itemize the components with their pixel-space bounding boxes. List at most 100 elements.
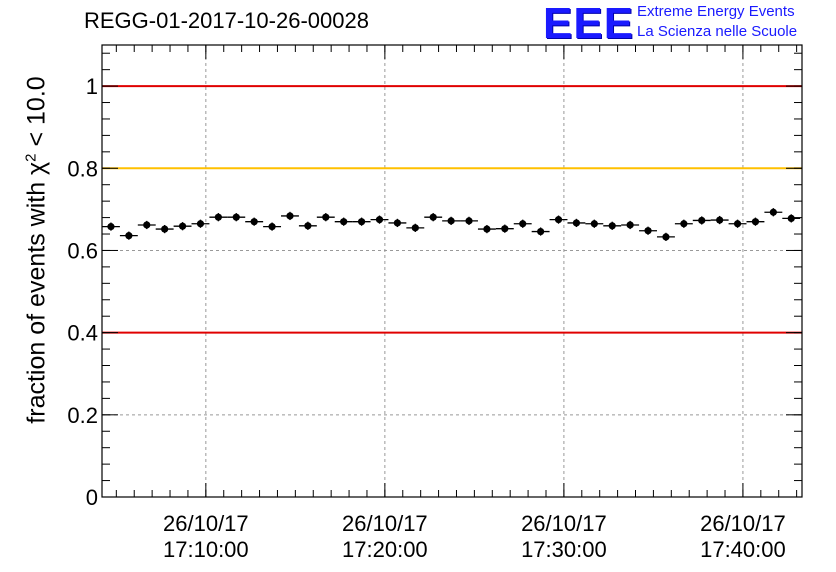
data-point [442, 216, 461, 225]
data-marker [286, 212, 294, 220]
data-point [495, 224, 514, 233]
data-point [155, 224, 174, 234]
data-point [621, 220, 640, 230]
data-point [137, 220, 156, 230]
data-marker [537, 227, 545, 236]
data-marker [250, 218, 258, 226]
data-point [173, 222, 192, 231]
data-marker [644, 227, 652, 235]
data-point [263, 222, 282, 231]
x-tick-date-label: 26/10/17 [163, 511, 249, 536]
data-point [477, 224, 496, 234]
x-tick-date-label: 26/10/17 [700, 511, 786, 536]
data-point [656, 232, 675, 242]
data-point [281, 211, 299, 221]
data-marker [447, 217, 455, 225]
data-marker [680, 220, 688, 228]
eee-logo-mark: EEE [543, 0, 635, 48]
data-marker [375, 216, 384, 224]
data-marker [554, 216, 563, 224]
data-point [245, 217, 264, 226]
logo-line-1: Extreme Energy Events [637, 3, 795, 20]
data-point [782, 214, 801, 223]
data-marker [125, 232, 133, 240]
y-tick-label: 1 [86, 74, 98, 99]
data-marker [178, 222, 187, 230]
x-tick-time-label: 17:30:00 [521, 537, 607, 562]
chart-title: REGG-01-2017-10-26-00028 [84, 8, 369, 33]
data-point [227, 213, 246, 222]
data-marker [662, 233, 670, 241]
data-marker [322, 213, 330, 221]
data-marker [357, 218, 366, 226]
data-marker [626, 221, 634, 229]
data-marker [465, 217, 473, 225]
data-marker [716, 216, 724, 224]
x-tick-time-label: 17:10:00 [163, 537, 249, 562]
data-point [728, 219, 747, 228]
data-point [406, 223, 425, 232]
data-marker [268, 223, 276, 231]
x-tick-date-label: 26/10/17 [342, 511, 428, 536]
data-point [119, 231, 138, 240]
data-point [692, 216, 711, 225]
data-marker [107, 223, 115, 231]
data-marker [769, 208, 777, 216]
data-marker [608, 222, 616, 230]
data-marker [143, 221, 151, 229]
data-marker [214, 213, 222, 221]
data-point [352, 217, 371, 226]
data-point [639, 226, 657, 235]
data-point [531, 227, 550, 236]
data-point [710, 215, 729, 225]
data-marker [393, 219, 401, 227]
y-tick-label: 0.4 [67, 321, 98, 346]
data-point [209, 213, 228, 222]
logo-line-2: La Scienza nelle Scuole [637, 23, 798, 40]
data-point [460, 216, 478, 225]
ticks-layer: 00.20.40.60.8126/10/1717:10:0026/10/1717… [67, 45, 802, 562]
data-marker [304, 222, 312, 230]
data-marker [429, 213, 437, 221]
data-point [424, 213, 443, 222]
y-tick-label: 0 [86, 485, 98, 510]
data-marker [751, 218, 760, 226]
data-point [567, 218, 586, 228]
data-marker [501, 225, 509, 233]
data-point [674, 219, 693, 228]
data-marker [196, 220, 205, 228]
data-point [585, 219, 604, 228]
x-tick-time-label: 17:20:00 [342, 537, 428, 562]
data-point [746, 217, 765, 226]
data-marker [519, 220, 527, 228]
data-point [513, 219, 532, 228]
data-point [316, 213, 335, 222]
data-point [334, 217, 353, 226]
data-marker [411, 224, 419, 232]
data-marker [698, 216, 706, 225]
data-point [388, 218, 407, 228]
data-point [549, 215, 568, 224]
plot-frame [101, 44, 803, 498]
data-marker [733, 220, 742, 228]
y-tick-label: 0.2 [67, 403, 98, 428]
x-tick-date-label: 26/10/17 [521, 511, 607, 536]
data-point [191, 219, 210, 228]
grid-layer [102, 45, 802, 497]
data-marker [232, 213, 240, 221]
data-point [298, 221, 317, 230]
y-tick-label: 0.6 [67, 238, 98, 263]
data-point [102, 222, 120, 231]
y-tick-label: 0.8 [67, 156, 98, 181]
data-points-layer [102, 208, 801, 242]
data-point [764, 208, 783, 217]
x-tick-time-label: 17:40:00 [700, 537, 786, 562]
data-marker [787, 214, 795, 223]
data-marker [572, 219, 581, 227]
data-point [370, 215, 389, 224]
data-marker [161, 225, 169, 233]
data-marker [340, 218, 348, 226]
data-marker [483, 225, 491, 233]
data-marker [590, 220, 598, 228]
